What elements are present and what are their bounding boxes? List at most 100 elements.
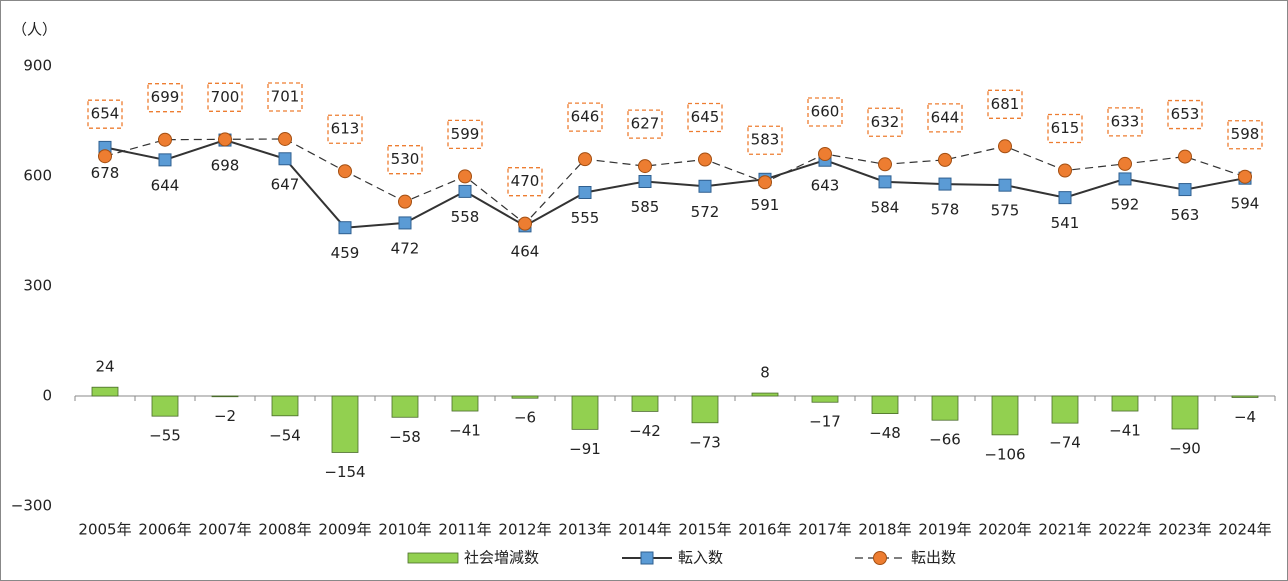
marker	[338, 221, 352, 235]
marker	[398, 216, 412, 230]
x-tick-label: 2010年	[378, 521, 431, 539]
data-label-box	[147, 83, 183, 113]
data-label: 470	[511, 172, 540, 190]
x-tick-label: 2017年	[798, 521, 851, 539]
data-label-box	[447, 119, 483, 150]
marker	[278, 131, 292, 146]
data-label: 599	[451, 125, 480, 143]
data-label: 558	[451, 208, 480, 226]
bar-label: −74	[1049, 434, 1081, 452]
legend-label: 転出数	[911, 549, 956, 567]
bar-label: 8	[760, 364, 770, 382]
marker	[1118, 156, 1132, 171]
marker	[1178, 183, 1192, 197]
bar-label: −91	[569, 440, 601, 458]
marker	[998, 178, 1012, 192]
data-label: 653	[1171, 105, 1200, 123]
data-label: 633	[1111, 112, 1140, 130]
data-label: 585	[631, 198, 660, 216]
data-label: 583	[751, 131, 780, 149]
data-label-box	[1167, 99, 1203, 130]
bar-label: −58	[389, 428, 421, 446]
bar	[871, 395, 899, 415]
x-tick-label: 2020年	[978, 521, 1031, 539]
bar-label: 24	[95, 358, 114, 376]
marker	[578, 152, 592, 167]
bar	[931, 395, 959, 421]
marker	[278, 152, 292, 166]
data-label: 701	[271, 87, 300, 105]
data-label: 472	[391, 239, 420, 257]
data-label: 645	[691, 108, 720, 126]
marker	[458, 169, 472, 184]
legend-marker	[640, 551, 654, 565]
x-tick-label: 2019年	[918, 521, 971, 539]
data-label-box	[867, 107, 903, 137]
data-label-box	[687, 102, 723, 133]
x-tick-label: 2022年	[1098, 521, 1151, 539]
bar	[391, 395, 419, 418]
data-label-box	[807, 97, 843, 127]
bar-label: −42	[629, 422, 661, 440]
data-label: 464	[511, 242, 540, 260]
data-label-box	[927, 103, 963, 133]
x-tick-label: 2008年	[258, 521, 311, 539]
bar	[811, 395, 839, 403]
data-label-box	[747, 125, 783, 155]
bar	[271, 395, 299, 417]
bar-label: −41	[449, 422, 481, 440]
marker	[98, 149, 112, 164]
data-label: 646	[571, 108, 600, 126]
y-tick-label: 0	[42, 387, 52, 405]
x-tick-label: 2023年	[1158, 521, 1211, 539]
marker	[398, 194, 412, 209]
data-label: 594	[1231, 195, 1260, 213]
x-tick-label: 2012年	[498, 521, 551, 539]
marker	[1058, 191, 1072, 205]
bar-label: −90	[1169, 440, 1201, 458]
bar	[1051, 395, 1079, 424]
bar	[691, 395, 719, 424]
marker	[1238, 169, 1252, 184]
data-label-box	[387, 145, 423, 175]
data-label: 700	[211, 88, 240, 106]
x-tick-label: 2018年	[858, 521, 911, 539]
data-label: 572	[691, 203, 720, 221]
x-tick-label: 2006年	[138, 521, 191, 539]
data-label-box	[987, 89, 1023, 119]
x-tick-label: 2005年	[78, 521, 131, 539]
data-label-box	[327, 114, 363, 144]
y-tick-label: 900	[23, 57, 52, 75]
bar-label: −6	[514, 409, 536, 427]
bar-label: −106	[984, 445, 1025, 463]
bar	[511, 395, 539, 399]
data-label: 598	[1231, 125, 1260, 143]
data-label: 647	[271, 175, 300, 193]
legend-label: 転入数	[678, 549, 723, 567]
data-label: 613	[331, 120, 360, 138]
line	[104, 138, 1246, 225]
data-label-box	[207, 82, 243, 112]
y-tick-label: 300	[23, 277, 52, 295]
bar	[751, 392, 779, 397]
legend-marker	[873, 551, 887, 565]
marker	[638, 175, 652, 188]
marker	[518, 216, 532, 231]
marker	[1118, 172, 1132, 186]
bar	[1171, 395, 1199, 430]
y-tick-label: 600	[23, 167, 52, 185]
bar	[991, 395, 1019, 436]
bar	[151, 395, 179, 417]
data-label: 643	[811, 177, 840, 195]
marker	[878, 157, 892, 172]
data-label: 615	[1051, 119, 1080, 137]
marker	[758, 175, 772, 190]
line	[104, 139, 1246, 229]
bar-label: −2	[214, 407, 236, 425]
data-label: 530	[391, 150, 420, 168]
bar	[1231, 395, 1259, 398]
data-label: 627	[631, 115, 660, 133]
data-label-box	[87, 99, 123, 129]
marker	[578, 186, 592, 199]
